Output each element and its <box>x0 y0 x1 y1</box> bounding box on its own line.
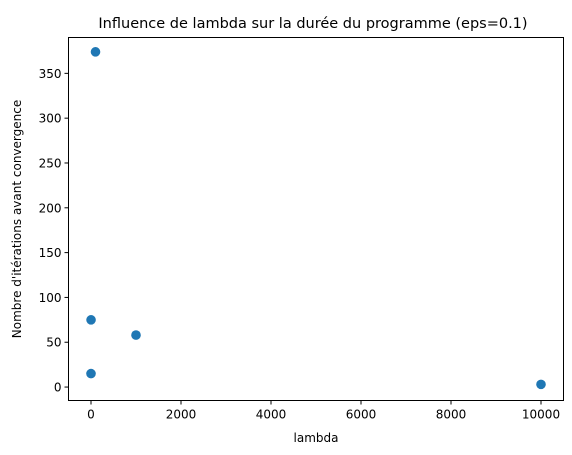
y-tick-label: 150 <box>39 246 62 260</box>
y-axis: 0 50 100 150 200 250 300 350 <box>39 67 69 395</box>
data-point <box>86 315 96 325</box>
x-tick-label: 6000 <box>346 408 377 422</box>
axes-frame <box>68 37 564 401</box>
y-tick-label: 250 <box>39 156 62 170</box>
y-tick-label: 350 <box>39 67 62 81</box>
x-tick-label: 4000 <box>256 408 287 422</box>
y-axis-label: Nombre d'itérations avant convergence <box>10 100 24 338</box>
y-tick-label: 200 <box>39 201 62 215</box>
data-point <box>131 330 141 340</box>
x-tick-label: 10000 <box>522 408 560 422</box>
data-point <box>90 47 101 57</box>
y-tick-label: 300 <box>39 112 62 126</box>
y-tick-label: 100 <box>39 291 62 305</box>
data-point <box>86 368 96 379</box>
x-axis-label: lambda <box>294 431 339 445</box>
x-tick-label: 8000 <box>436 408 467 422</box>
chart-title: Influence de lambda sur la durée du prog… <box>98 16 527 32</box>
x-tick-label: 2000 <box>166 408 197 422</box>
y-tick-label: 50 <box>46 336 61 350</box>
data-point <box>536 379 546 390</box>
x-tick-label: 0 <box>87 408 95 422</box>
plot-area <box>86 47 546 390</box>
x-axis: 0 2000 4000 6000 8000 10000 <box>87 400 560 422</box>
y-tick-label: 0 <box>54 381 62 395</box>
